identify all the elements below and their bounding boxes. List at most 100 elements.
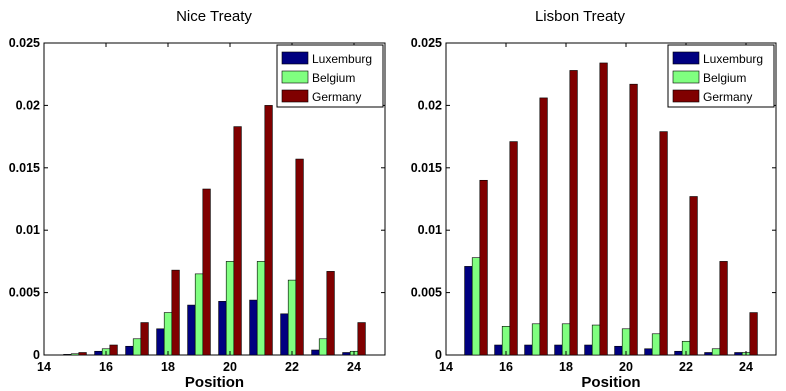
bar-germany-24: [749, 312, 758, 356]
bar-belgium-20: [225, 261, 235, 356]
bar-luxemburg-17: [524, 344, 533, 356]
bar-luxemburg-18: [156, 328, 165, 356]
x-tick-label: 14: [37, 360, 51, 374]
bar-luxemburg-24: [734, 352, 743, 356]
bar-germany-16: [109, 344, 118, 356]
bar-luxemburg-15: [63, 354, 72, 356]
y-tick-label: 0.015: [411, 161, 442, 175]
bar-belgium-23: [711, 348, 721, 356]
bar-luxemburg-19: [187, 304, 196, 356]
x-tick-label: 18: [161, 360, 175, 374]
legend-label-luxemburg: Luxemburg: [703, 52, 763, 66]
chart-panel-1: Lisbon Treaty 0 0.005 0.01 0.015 0.02 0.025 14 1…: [411, 8, 777, 391]
x-tick-label: 16: [99, 360, 113, 374]
y-tick-label: 0.01: [418, 223, 442, 237]
y-tick-label: 0: [435, 348, 442, 362]
x-tick-label: 22: [679, 360, 693, 374]
x-tick-label: 22: [285, 360, 299, 374]
bar-germany-21: [264, 105, 273, 356]
bar-germany-22: [689, 196, 698, 356]
legend-swatch-belgium: [281, 70, 309, 84]
legend-label-germany: Germany: [312, 90, 361, 104]
bar-belgium-18: [561, 323, 571, 356]
bar-belgium-17: [531, 323, 541, 356]
bar-germany-15: [479, 179, 488, 356]
y-tick-label: 0.005: [9, 286, 40, 300]
bar-luxemburg-17: [125, 345, 134, 356]
bar-germany-23: [719, 261, 728, 356]
bar-belgium-21: [256, 261, 266, 356]
x-axis-label: Position: [581, 374, 640, 391]
chart-title: Lisbon Treaty: [535, 8, 626, 25]
x-tick-label: 14: [439, 360, 453, 374]
x-axis-label: Position: [185, 374, 244, 391]
bar-germany-18: [171, 269, 180, 356]
bar-germany-19: [599, 62, 608, 356]
bar-belgium-15: [70, 353, 80, 356]
bar-germany-19: [202, 188, 211, 356]
bar-germany-15: [78, 352, 87, 356]
x-tick-label: 20: [619, 360, 633, 374]
x-tick-label: 24: [347, 360, 361, 374]
legend-swatch-germany: [672, 89, 700, 103]
bar-luxemburg-15: [464, 266, 473, 356]
bar-luxemburg-23: [704, 352, 713, 356]
bar-germany-16: [509, 141, 518, 356]
x-tick-label: 20: [223, 360, 237, 374]
y-tick-label: 0.015: [9, 161, 40, 175]
y-tick-label: 0: [33, 348, 40, 362]
bar-luxemburg-22: [674, 350, 683, 356]
x-tick-label: 24: [739, 360, 753, 374]
bar-luxemburg-24: [342, 352, 351, 356]
bar-belgium-21: [651, 333, 661, 356]
legend: Luxemburg Belgium Germany: [667, 44, 775, 108]
y-tick-label: 0.02: [418, 98, 442, 112]
bar-belgium-19: [194, 273, 204, 356]
legend-swatch-germany: [281, 89, 309, 103]
y-tick-label: 0.025: [9, 36, 40, 50]
legend-swatch-belgium: [672, 70, 700, 84]
bar-luxemburg-21: [249, 299, 258, 356]
bar-germany-24: [357, 322, 366, 356]
bar-belgium-23: [318, 338, 328, 356]
bar-luxemburg-20: [614, 345, 623, 356]
legend-label-germany: Germany: [703, 90, 752, 104]
chart-title: Nice Treaty: [176, 8, 252, 25]
y-tick-label: 0.025: [411, 36, 442, 50]
bar-belgium-18: [163, 312, 173, 356]
bar-luxemburg-18: [554, 344, 563, 356]
bar-germany-20: [233, 126, 242, 356]
x-tick-label: 16: [499, 360, 513, 374]
legend-label-belgium: Belgium: [312, 71, 355, 85]
y-tick-label: 0.02: [16, 98, 40, 112]
chart-panel-0: Nice Treaty 0 0.005 0.01 0.015 0.02 0.025 14 16 1…: [9, 8, 386, 391]
bar-germany-18: [569, 70, 578, 356]
bar-belgium-19: [591, 324, 601, 356]
bar-belgium-16: [501, 325, 511, 356]
bar-luxemburg-20: [218, 301, 227, 356]
bar-belgium-15: [471, 257, 481, 356]
bar-belgium-17: [132, 338, 142, 356]
legend-label-belgium: Belgium: [703, 71, 746, 85]
bar-luxemburg-16: [94, 350, 103, 356]
bar-germany-20: [629, 83, 638, 356]
bar-luxemburg-21: [644, 348, 653, 356]
bar-belgium-22: [287, 279, 297, 356]
bar-luxemburg-16: [494, 344, 503, 356]
legend-label-luxemburg: Luxemburg: [312, 52, 372, 66]
x-tick-label: 18: [559, 360, 573, 374]
bar-germany-22: [295, 158, 304, 356]
bar-luxemburg-22: [280, 313, 289, 356]
legend: Luxemburg Belgium Germany: [276, 44, 384, 108]
bar-germany-21: [659, 131, 668, 356]
legend-swatch-luxemburg: [281, 51, 309, 65]
y-tick-label: 0.01: [16, 223, 40, 237]
bar-germany-17: [539, 97, 548, 356]
y-tick-label: 0.005: [411, 286, 442, 300]
legend-swatch-luxemburg: [672, 51, 700, 65]
bar-luxemburg-19: [584, 344, 593, 356]
bar-germany-23: [326, 271, 335, 356]
bar-germany-17: [140, 322, 149, 356]
bar-luxemburg-23: [311, 349, 320, 356]
